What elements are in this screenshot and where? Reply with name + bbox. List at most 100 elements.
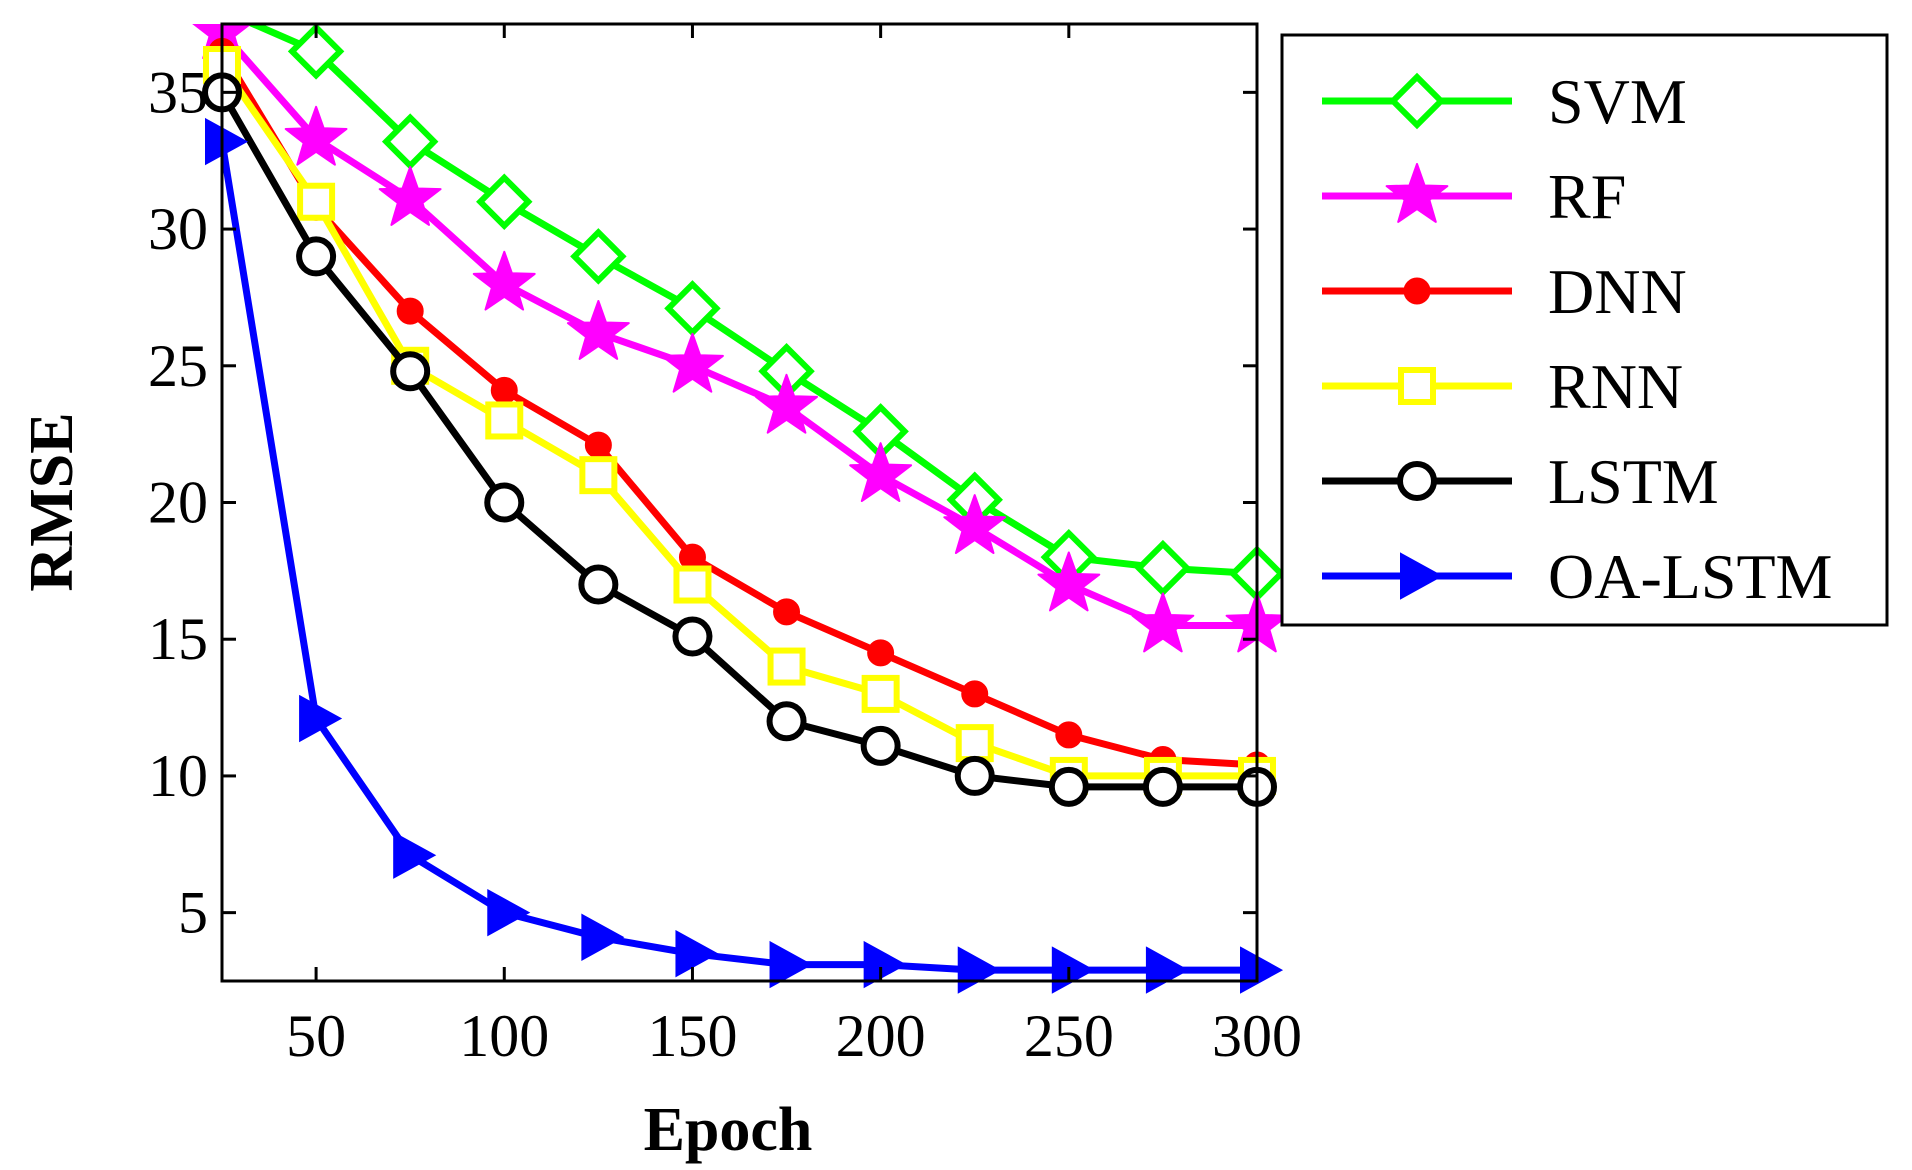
- point-dnn-225: [961, 680, 989, 708]
- point-lstm-150: [672, 616, 713, 657]
- legend-marker-dnn: [1403, 277, 1431, 305]
- point-rf-50: [284, 105, 348, 166]
- point-lstm-250: [1048, 766, 1089, 807]
- legend-marker-lstm: [1397, 461, 1437, 501]
- point-rf-75: [378, 166, 442, 226]
- point-oa-lstm-25: [205, 117, 249, 166]
- point-lstm-75: [390, 351, 431, 392]
- point-rf-200: [849, 442, 913, 502]
- series-rf: [192, 24, 1289, 653]
- y-tick-label: 5: [178, 880, 208, 946]
- x-tick-label: 50: [286, 1003, 346, 1069]
- legend-marker-rnn: [1398, 367, 1436, 405]
- legend-label-rnn: RNN: [1548, 351, 1683, 422]
- point-dnn-125: [584, 431, 612, 459]
- series-line-svm: [244, 24, 1258, 578]
- legend-box: [1280, 33, 1889, 627]
- point-svm-150: [664, 280, 721, 337]
- point-lstm-225: [954, 755, 995, 796]
- x-tick-label: 250: [1024, 1003, 1114, 1069]
- series-line-rnn: [219, 63, 1257, 780]
- point-dnn-100: [490, 376, 518, 404]
- point-lstm-50: [296, 236, 337, 277]
- legend-label-rf: RF: [1548, 161, 1626, 232]
- x-axis-label: Epoch: [644, 1096, 813, 1164]
- point-oa-lstm-200: [863, 940, 907, 989]
- x-tick-label: 300: [1212, 1003, 1302, 1069]
- series-line-dnn: [219, 49, 1258, 769]
- y-tick-label: 20: [148, 470, 208, 536]
- point-oa-lstm-125: [581, 913, 625, 961]
- point-lstm-125: [578, 564, 619, 605]
- point-rf-175: [755, 373, 818, 434]
- point-rnn-225: [955, 724, 994, 763]
- point-rf-275: [1131, 592, 1195, 653]
- point-dnn-250: [1055, 721, 1083, 749]
- legend-item-svm: SVM: [1322, 66, 1687, 137]
- series-line-oa-lstm: [218, 141, 1257, 974]
- legend-label-lstm: LSTM: [1548, 446, 1719, 517]
- x-tick-label: 200: [836, 1003, 926, 1069]
- point-lstm-200: [860, 725, 901, 766]
- point-rnn-50: [297, 182, 336, 221]
- point-oa-lstm-75: [393, 831, 437, 879]
- point-svm-50: [287, 24, 345, 80]
- point-dnn-200: [867, 639, 895, 667]
- point-lstm-100: [484, 482, 525, 523]
- plot-area-frame: [220, 22, 1259, 983]
- point-oa-lstm-150: [675, 929, 719, 978]
- legend: SVM RF DNN RNN LSTM OA-LSTM: [1280, 33, 1889, 627]
- point-rnn-100: [485, 401, 524, 440]
- point-svm-125: [570, 228, 627, 285]
- point-dnn-175: [773, 598, 801, 626]
- point-rnn-200: [861, 674, 900, 713]
- point-rf-250: [1037, 551, 1101, 612]
- point-lstm-175: [766, 701, 807, 742]
- y-axis-label: RMSE: [18, 412, 86, 591]
- point-oa-lstm-225: [957, 946, 1001, 994]
- point-svm-100: [476, 173, 533, 230]
- point-rf-125: [566, 300, 630, 360]
- series-dnn: [208, 37, 1271, 779]
- point-rnn-175: [767, 647, 806, 686]
- legend-label-svm: SVM: [1548, 66, 1687, 137]
- y-tick-label: 10: [148, 743, 208, 809]
- legend-marker-rf: [1385, 163, 1449, 223]
- series-line-lstm: [218, 90, 1257, 791]
- legend-item-dnn: DNN: [1322, 256, 1687, 327]
- x-tick-label: 150: [647, 1003, 737, 1069]
- legend-item-oa-lstm: OA-LSTM: [1322, 541, 1832, 612]
- point-oa-lstm-175: [769, 940, 813, 989]
- point-rnn-150: [673, 565, 712, 604]
- legend-marker-oa-lstm: [1400, 552, 1444, 600]
- legend-marker-svm: [1388, 72, 1446, 130]
- point-oa-lstm-300: [1240, 946, 1284, 994]
- point-oa-lstm-250: [1051, 946, 1095, 994]
- y-tick-label: 25: [148, 333, 208, 399]
- axis-layer: 50 100 150 200 250 300 5 10 15 20 25 30 35: [148, 24, 1302, 1069]
- legend-item-rnn: RNN: [1322, 351, 1683, 422]
- legend-items: SVM RF DNN RNN LSTM OA-LSTM: [1322, 66, 1832, 612]
- point-rf-225: [943, 494, 1007, 554]
- legend-item-rf: RF: [1322, 161, 1626, 232]
- series-oa-lstm: [205, 117, 1284, 994]
- point-oa-lstm-50: [299, 694, 343, 743]
- legend-label-oa-lstm: OA-LSTM: [1548, 541, 1832, 612]
- point-dnn-75: [396, 297, 424, 325]
- point-svm-275: [1134, 539, 1192, 597]
- y-tick-label: 35: [148, 59, 208, 125]
- series-svm: [207, 24, 1286, 602]
- point-rnn-125: [579, 456, 618, 495]
- point-lstm-275: [1142, 766, 1183, 807]
- point-oa-lstm-275: [1145, 946, 1189, 994]
- point-rf-100: [472, 250, 536, 311]
- legend-label-dnn: DNN: [1548, 256, 1687, 327]
- series-layer: [192, 24, 1289, 994]
- x-tick-label: 100: [459, 1003, 549, 1069]
- point-svm-75: [381, 113, 439, 170]
- point-rf-150: [661, 332, 724, 393]
- series-lstm: [202, 72, 1277, 807]
- point-oa-lstm-100: [487, 888, 531, 937]
- y-tick-label: 30: [148, 196, 208, 262]
